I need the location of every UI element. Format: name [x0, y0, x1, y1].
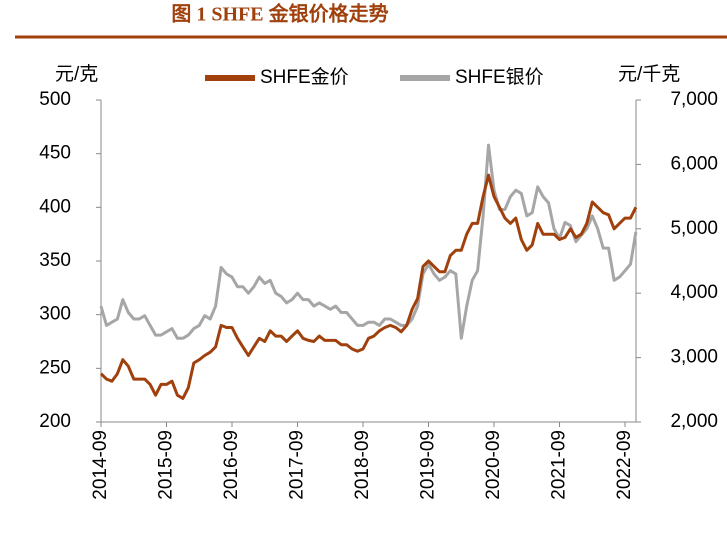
legend-label: SHFE银价	[455, 66, 544, 88]
y-tick-label: 200	[39, 411, 71, 432]
y-tick-label: 250	[39, 357, 71, 378]
y2-tick-label: 7,000	[670, 89, 718, 110]
y-tick-label: 500	[39, 89, 71, 110]
y2-axis-label: 元/千克	[618, 63, 680, 85]
x-tick-label: 2022-09	[614, 430, 635, 500]
x-tick-label: 2020-09	[483, 430, 504, 500]
y2-tick-label: 3,000	[670, 347, 718, 368]
x-tick-label: 2015-09	[156, 430, 177, 500]
y-tick-label: 350	[39, 250, 71, 271]
series-line	[99, 173, 638, 400]
series-line	[99, 143, 638, 340]
x-tick-label: 2017-09	[287, 430, 308, 500]
y-tick-label: 450	[39, 143, 71, 164]
y-tick-label: 300	[39, 304, 71, 325]
chart-title: 图 1 SHFE 金银价格走势	[171, 2, 388, 26]
y2-tick-label: 4,000	[670, 282, 718, 303]
y2-tick-label: 6,000	[670, 153, 718, 174]
x-tick-label: 2021-09	[549, 430, 570, 500]
y-tick-label: 400	[39, 196, 71, 217]
y-axis-label: 元/克	[55, 63, 98, 85]
x-tick-label: 2019-09	[418, 430, 439, 500]
x-tick-label: 2014-09	[90, 430, 111, 500]
y2-tick-label: 5,000	[670, 218, 718, 239]
legend-label: SHFE金价	[260, 66, 349, 88]
x-tick-label: 2016-09	[221, 430, 242, 500]
y2-tick-label: 2,000	[670, 411, 718, 432]
x-tick-label: 2018-09	[352, 430, 373, 500]
